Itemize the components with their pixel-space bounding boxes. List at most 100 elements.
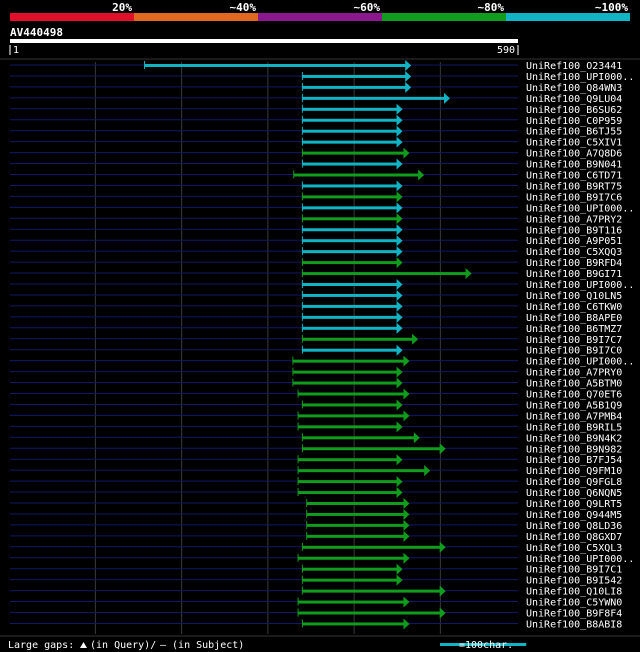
hit-bar[interactable] [302,206,398,210]
hit-label[interactable]: UniRef100_UPI000.. [526,280,634,291]
hit-label[interactable]: UniRef100_B9RFD4 [526,258,622,269]
hit-bar[interactable] [306,502,405,505]
hit-bar[interactable] [302,195,398,199]
hit-label[interactable]: UniRef100_B9I7C6 [526,192,622,203]
hit-label[interactable]: UniRef100_C5XQQ3 [526,247,622,258]
hit-bar[interactable] [298,600,405,604]
hit-bar[interactable] [302,304,398,308]
hit-bar[interactable] [302,326,398,330]
hit-bar[interactable] [302,348,398,352]
hit-bar[interactable] [302,217,398,221]
hit-bar[interactable] [302,140,398,144]
hit-label[interactable]: UniRef100_Q8GXD7 [526,532,622,543]
hit-bar[interactable] [302,107,398,111]
hit-label[interactable]: UniRef100_B8APE0 [526,313,622,324]
hit-label[interactable]: UniRef100_Q9FGL8 [526,477,622,488]
hit-label[interactable]: UniRef100_C5XIV1 [526,138,622,149]
hit-label[interactable]: UniRef100_A7PMB4 [526,411,622,422]
hit-label[interactable]: UniRef100_A7PRY0 [526,368,622,379]
hit-label[interactable]: UniRef100_A5BTM0 [526,379,622,390]
hit-bar[interactable] [298,425,398,429]
hit-label[interactable]: UniRef100_Q70ET6 [526,390,622,401]
hit-bar[interactable] [302,293,398,297]
hit-bar[interactable] [298,491,398,495]
hit-label[interactable]: UniRef100_Q10LN5 [526,291,622,302]
hit-label[interactable]: UniRef100_Q9FM10 [526,466,622,477]
hit-bar[interactable] [302,96,446,100]
hit-bar[interactable] [298,469,426,473]
hit-label[interactable]: UniRef100_B9RIL5 [526,422,622,433]
hit-bar[interactable] [292,381,398,385]
hit-bar[interactable] [302,567,398,571]
hit-bar[interactable] [302,162,398,166]
hit-bar[interactable] [302,129,398,133]
hit-bar[interactable] [302,118,398,122]
hit-bar[interactable] [292,359,405,363]
hit-label[interactable]: UniRef100_B6TJ55 [526,127,622,138]
hit-label[interactable]: UniRef100_C6TD71 [526,171,622,182]
hit-label[interactable]: UniRef100_B9GI71 [526,269,622,280]
hit-bar[interactable] [302,151,405,155]
hit-bar[interactable] [302,403,398,407]
hit-bar[interactable] [302,239,398,243]
hit-label[interactable]: UniRef100_Q8LD36 [526,521,622,532]
hit-label[interactable]: UniRef100_B9RT75 [526,181,622,192]
hit-label[interactable]: UniRef100_Q10LI8 [526,587,622,598]
hit-label[interactable]: UniRef100_O23441 [526,61,622,72]
hit-label[interactable]: UniRef100_UPI000.. [526,357,634,368]
hit-bar[interactable] [306,534,405,538]
hit-bar[interactable] [302,272,467,276]
hit-bar[interactable] [293,173,420,177]
hit-label[interactable]: UniRef100_B7FJ54 [526,455,622,466]
hit-bar[interactable] [302,589,441,593]
hit-bar[interactable] [306,523,405,527]
hit-label[interactable]: UniRef100_A9P051 [526,236,622,247]
hit-bar[interactable] [298,611,441,615]
hit-bar[interactable] [302,74,407,78]
hit-label[interactable]: UniRef100_Q6NQN5 [526,488,622,499]
hit-label[interactable]: UniRef100_B9N041 [526,160,622,171]
hit-label[interactable]: UniRef100_UPI000.. [526,203,634,214]
hit-label[interactable]: UniRef100_C6TKW0 [526,302,622,313]
hit-label[interactable]: UniRef100_A7Q8D6 [526,149,622,160]
hit-bar[interactable] [302,545,441,549]
hit-label[interactable]: UniRef100_UPI000.. [526,554,634,565]
hit-bar[interactable] [302,578,398,582]
hit-label[interactable]: UniRef100_C5XQL3 [526,543,622,554]
hit-label[interactable]: UniRef100_Q944M5 [526,510,622,521]
hit-label[interactable]: UniRef100_Q84WN3 [526,83,622,94]
hit-label[interactable]: UniRef100_B9I7C0 [526,346,622,357]
hit-bar[interactable] [302,250,398,254]
hit-label[interactable]: UniRef100_B8ABI8 [526,619,622,630]
hit-label[interactable]: UniRef100_A7PRY2 [526,214,622,225]
hit-bar[interactable] [298,458,398,462]
hit-label[interactable]: UniRef100_B9I542 [526,576,622,587]
hit-bar[interactable] [292,370,398,374]
hit-label[interactable]: UniRef100_A5B1Q9 [526,400,622,411]
hit-label[interactable]: UniRef100_C5YWN0 [526,598,622,609]
hit-label[interactable]: UniRef100_C0P959 [526,116,622,127]
hit-label[interactable]: UniRef100_B9I7C1 [526,565,622,576]
hit-label[interactable]: UniRef100_B6TMZ7 [526,324,622,335]
hit-label[interactable]: UniRef100_Q9LRT5 [526,499,622,510]
hit-label[interactable]: UniRef100_Q9LU04 [526,94,622,105]
hit-label[interactable]: UniRef100_B9F8F4 [526,609,622,620]
hit-bar[interactable] [298,556,405,560]
hit-bar[interactable] [302,436,415,440]
hit-bar[interactable] [302,283,398,286]
hit-bar[interactable] [144,64,407,67]
hit-label[interactable]: UniRef100_B6SU62 [526,105,622,116]
hit-bar[interactable] [298,480,398,484]
hit-label[interactable]: UniRef100_UPI000.. [526,72,634,83]
hit-label[interactable]: UniRef100_B9N982 [526,444,622,455]
hit-label[interactable]: UniRef100_B9T116 [526,225,622,236]
hit-bar[interactable] [302,315,398,319]
hit-bar[interactable] [306,512,405,516]
hit-bar[interactable] [302,184,398,188]
hit-bar[interactable] [298,414,405,418]
hit-label[interactable]: UniRef100_B9I7C7 [526,335,622,346]
hit-bar[interactable] [298,392,405,396]
hit-bar[interactable] [302,337,414,341]
hit-label[interactable]: UniRef100_B9N4K2 [526,433,622,444]
hit-bar[interactable] [302,228,398,232]
